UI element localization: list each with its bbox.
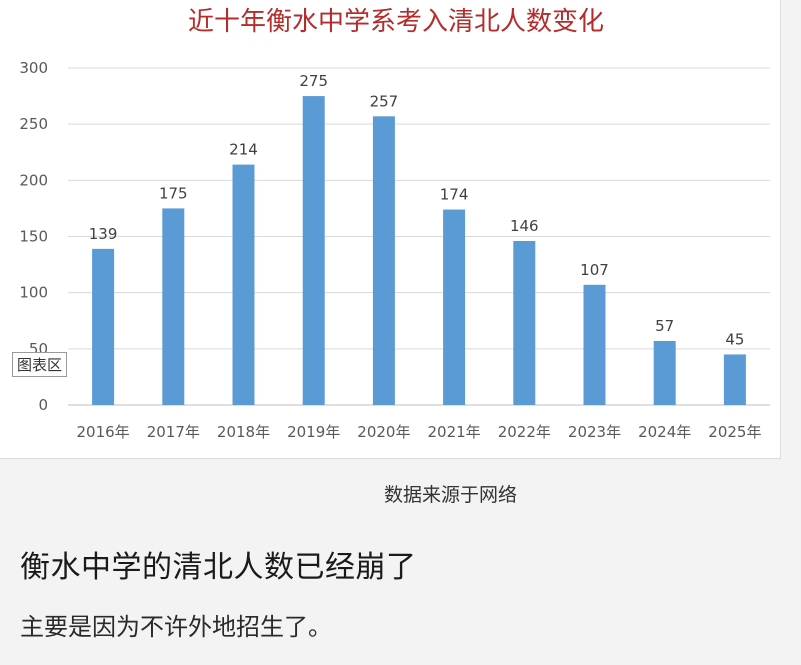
data-label: 214 — [229, 141, 258, 159]
data-label: 257 — [370, 92, 399, 110]
headline: 衡水中学的清北人数已经崩了 — [20, 550, 417, 585]
y-tick-label: 100 — [19, 284, 48, 302]
y-tick-label: 150 — [19, 228, 48, 246]
x-category-label: 2017年 — [147, 423, 200, 441]
data-label: 146 — [510, 217, 539, 235]
data-label: 45 — [725, 330, 744, 348]
data-label: 107 — [580, 261, 609, 279]
subline: 主要是因为不许外地招生了。 — [20, 613, 332, 641]
bar — [653, 340, 676, 405]
chart-title: 近十年衡水中学系考入清北人数变化 — [188, 7, 604, 37]
data-label: 175 — [159, 184, 188, 202]
bar — [162, 208, 185, 405]
y-tick-label: 200 — [19, 171, 48, 189]
x-category-label: 2024年 — [638, 423, 691, 441]
bar — [443, 209, 466, 405]
x-category-label: 2021年 — [428, 423, 481, 441]
x-category-label: 2025年 — [708, 423, 761, 441]
x-category-label: 2023年 — [568, 423, 621, 441]
source-note: 数据来源于网络 — [384, 484, 518, 506]
gridlines — [68, 67, 770, 406]
bar — [583, 284, 606, 405]
chart-area-tooltip: 图表区 — [12, 352, 68, 377]
x-category-label: 2020年 — [357, 423, 410, 441]
bars — [92, 96, 746, 405]
data-label: 174 — [440, 186, 469, 204]
bar — [723, 354, 746, 405]
y-tick-label: 0 — [38, 396, 48, 414]
x-category-label: 2022年 — [498, 423, 551, 441]
data-labels: 139 175 214 275 257 174 146 107 57 45 — [89, 72, 745, 348]
chart-card: 近十年衡水中学系考入清北人数变化 0 50 100 150 200 250 300 139 1… — [0, 0, 781, 459]
x-category-label: 2019年 — [287, 423, 340, 441]
bar — [513, 240, 536, 405]
bar — [302, 96, 325, 405]
bar — [372, 116, 395, 405]
y-tick-label: 300 — [19, 59, 48, 77]
x-category-label: 2018年 — [217, 423, 270, 441]
data-label: 57 — [655, 317, 674, 335]
bar — [232, 164, 255, 405]
x-axis-categories: 2016年 2017年 2018年 2019年 2020年 2021年 2022年 2023年… — [77, 423, 762, 441]
data-label: 275 — [299, 72, 328, 90]
y-tick-label: 250 — [19, 115, 48, 133]
data-label: 139 — [89, 225, 118, 243]
bar — [92, 248, 115, 405]
x-category-label: 2016年 — [77, 423, 130, 441]
